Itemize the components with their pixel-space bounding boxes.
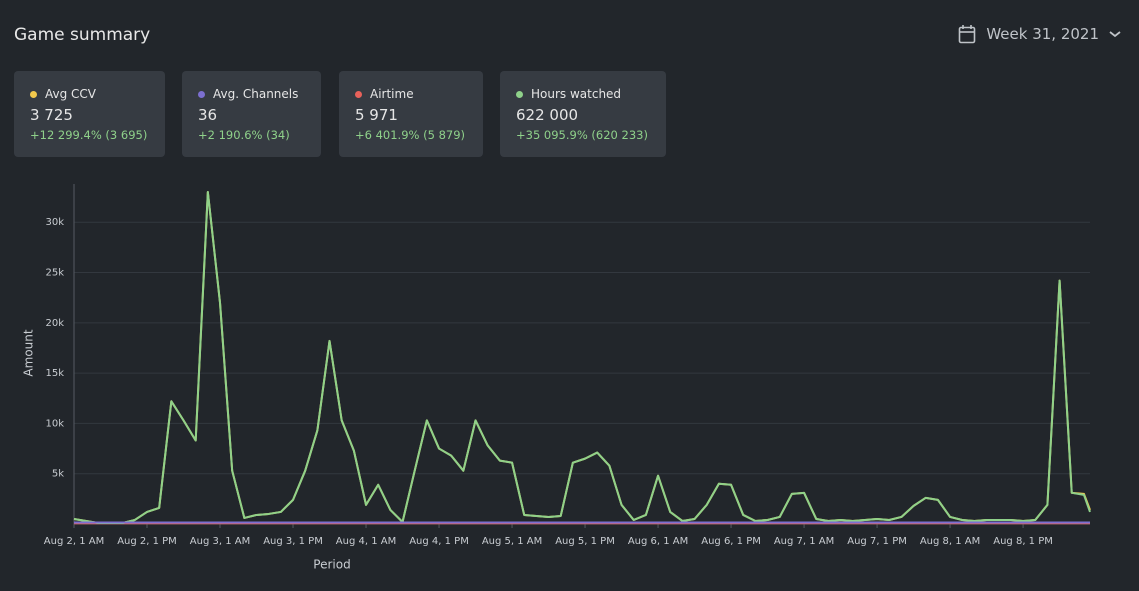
x-tick-label: Aug 2, 1 AM	[44, 536, 104, 547]
x-axis-label: Period	[313, 558, 350, 572]
x-tick-label: Aug 6, 1 PM	[701, 536, 761, 547]
y-tick-label: 30k	[45, 217, 64, 228]
legend-dot	[30, 90, 37, 98]
period-picker[interactable]: Week 31, 2021	[958, 24, 1121, 44]
stat-change: +12 299.4% (3 695)	[30, 128, 148, 142]
stat-label: Airtime	[355, 87, 467, 101]
x-tick-label: Aug 5, 1 PM	[555, 536, 615, 547]
stat-card: Hours watched 622 000 +35 095.9% (620 233)	[500, 71, 666, 157]
stat-value: 622 000	[516, 106, 579, 124]
x-tick-label: Aug 6, 1 AM	[628, 536, 688, 547]
x-tick-label: Aug 2, 1 PM	[117, 536, 177, 547]
chevron-icon	[1109, 31, 1121, 38]
y-tick-label: 10k	[45, 418, 64, 429]
y-tick-label: 25k	[45, 268, 64, 279]
series-name: Avg. Channels	[213, 87, 299, 101]
stat-card: Avg. Channels 36 +2 190.6% (34)	[182, 71, 321, 157]
stat-value: 3 725	[30, 106, 73, 124]
y-tick-label: 20k	[45, 318, 64, 329]
x-tick-label: Aug 8, 1 AM	[920, 536, 980, 547]
legend-dot	[516, 90, 523, 98]
stat-change: +2 190.6% (34)	[198, 128, 290, 142]
x-tick-label: Aug 3, 1 PM	[263, 536, 323, 547]
calendar-icon	[959, 25, 976, 44]
stat-label: Hours watched	[516, 87, 650, 101]
stat-label: Avg. Channels	[198, 87, 305, 101]
x-tick-label: Aug 5, 1 AM	[482, 536, 542, 547]
chart: 5k 10k 15k 20k 25k 30k Aug 2, 1 AM Aug 2, 1 PM A…	[22, 184, 1091, 572]
legend-dot	[198, 90, 205, 98]
stat-change: +35 095.9% (620 233)	[516, 128, 648, 142]
x-tick-label: Aug 7, 1 PM	[847, 536, 907, 547]
x-tick-label: Aug 4, 1 AM	[336, 536, 396, 547]
x-tick-label: Aug 7, 1 AM	[774, 536, 834, 547]
legend-dot	[355, 90, 362, 98]
stat-label: Avg CCV	[30, 87, 149, 101]
page-title: Game summary	[14, 25, 151, 45]
y-axis-label: Amount	[22, 329, 36, 376]
period-label: Week 31, 2021	[986, 25, 1099, 43]
stat-card: Airtime 5 971 +6 401.9% (5 879)	[339, 71, 483, 157]
x-tick-label: Aug 8, 1 PM	[993, 536, 1053, 547]
x-tick-label: Aug 3, 1 AM	[190, 536, 250, 547]
stat-value: 36	[198, 106, 218, 124]
stat-change: +6 401.9% (5 879)	[355, 128, 466, 142]
stat-value: 5 971	[355, 106, 398, 124]
y-tick-label: 15k	[45, 368, 64, 379]
y-tick-label: 5k	[52, 469, 64, 480]
series-line	[73, 191, 1091, 524]
stat-card: Avg CCV 3 725 +12 299.4% (3 695)	[14, 71, 165, 157]
series-name: Avg CCV	[45, 87, 97, 101]
x-tick-label: Aug 4, 1 PM	[409, 536, 469, 547]
series-name: Airtime	[370, 87, 414, 101]
series-name: Hours watched	[531, 87, 622, 101]
